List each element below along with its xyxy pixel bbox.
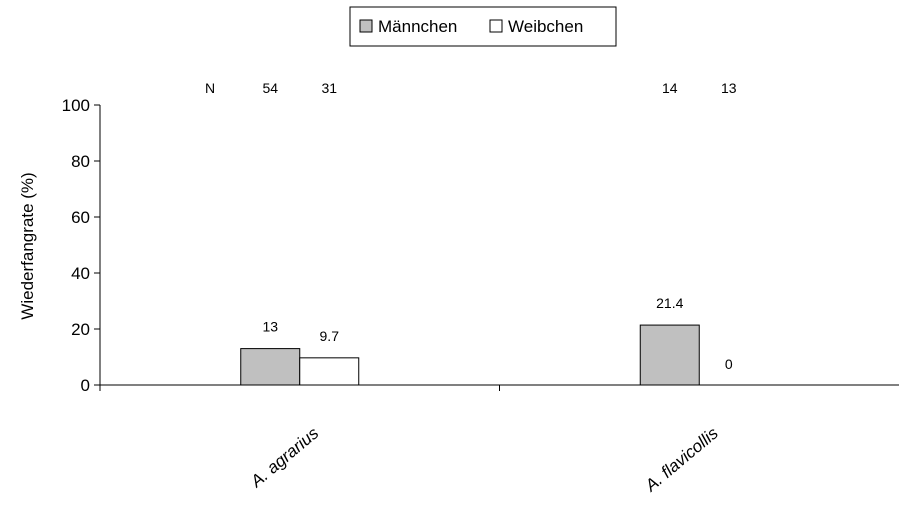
- y-tick-label: 20: [71, 320, 90, 339]
- y-tick-label: 100: [62, 96, 90, 115]
- y-tick-label: 0: [81, 376, 90, 395]
- legend-label-weibchen: Weibchen: [508, 17, 583, 36]
- legend-label-maennchen: Männchen: [378, 17, 457, 36]
- y-tick-label: 80: [71, 152, 90, 171]
- n-value-label: 14: [662, 80, 678, 96]
- category-label: A. agrarius: [246, 423, 322, 491]
- chart-marks: 0 20 40 60 80 100 13 54 9.7 31 A. agrarius 21.4 14 0 1…: [62, 80, 737, 496]
- n-value-label: 31: [321, 80, 337, 96]
- data-label: 0: [725, 356, 733, 372]
- data-label: 9.7: [320, 328, 340, 344]
- legend-frame: [349, 6, 617, 47]
- data-label: 21.4: [656, 295, 683, 311]
- y-axis-label: Wiederfangrate (%): [18, 172, 37, 319]
- legend: Männchen Weibchen: [349, 6, 617, 47]
- bar: [299, 357, 360, 386]
- bar: [639, 324, 700, 386]
- y-tick-label: 60: [71, 208, 90, 227]
- n-value-label: 54: [262, 80, 278, 96]
- y-tick-label: 40: [71, 264, 90, 283]
- n-header-label: N: [205, 80, 215, 96]
- n-value-label: 13: [721, 80, 737, 96]
- legend-swatch-weibchen: [489, 19, 503, 33]
- category-label: A. flavicollis: [641, 423, 722, 496]
- legend-swatch-maennchen: [359, 19, 373, 33]
- bar: [240, 348, 301, 386]
- data-label: 13: [262, 319, 278, 335]
